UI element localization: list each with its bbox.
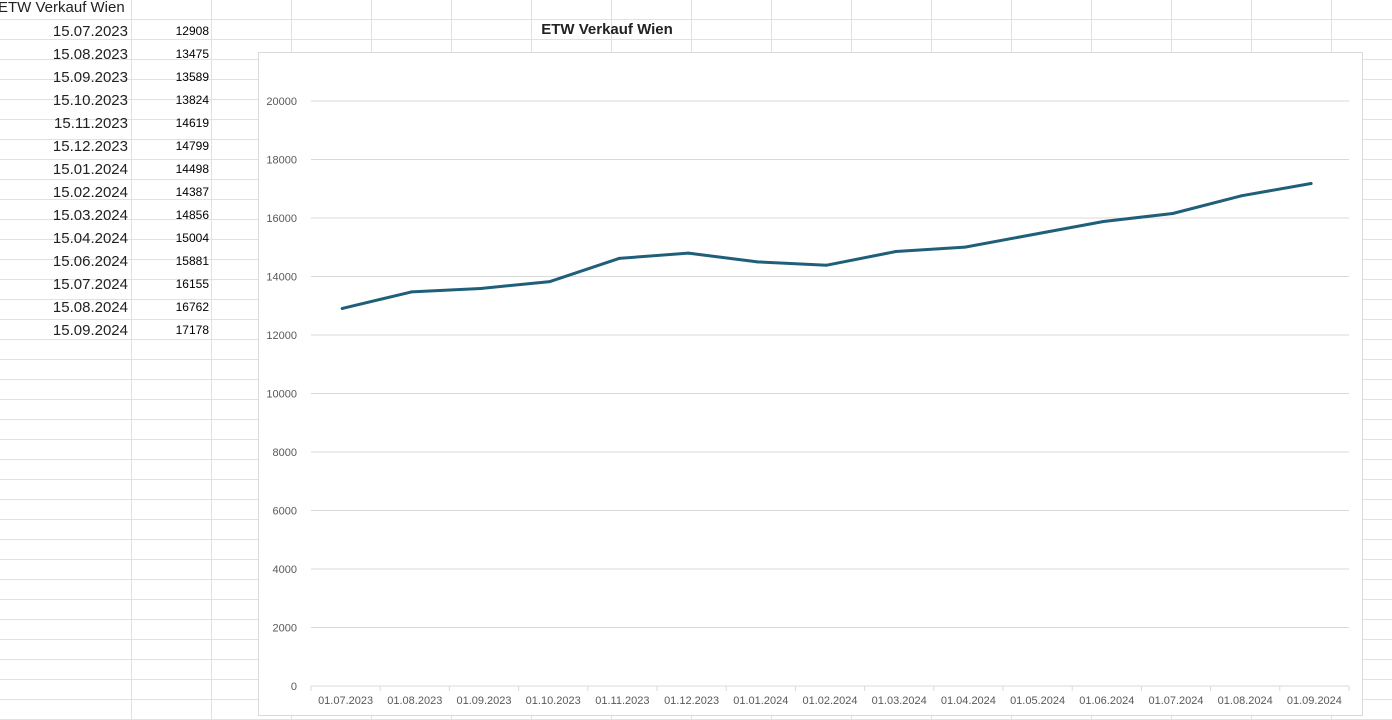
x-tick-label: 01.05.2024 xyxy=(1010,695,1065,707)
line-chart: 0 2000 4000 6000 8000 10000 12000 14000 16000 180… xyxy=(266,96,1350,707)
date-cell[interactable]: 15.12.2023 xyxy=(52,138,128,155)
y-tick-label: 8000 xyxy=(273,447,297,459)
x-tick-label: 01.10.2023 xyxy=(526,695,581,707)
y-tick-label: 4000 xyxy=(273,564,297,576)
x-tick-label: 01.04.2024 xyxy=(941,695,996,707)
x-tick-label: 01.07.2024 xyxy=(1148,695,1203,707)
x-tick-label: 01.03.2024 xyxy=(872,695,927,707)
value-cell[interactable]: 17178 xyxy=(175,323,209,337)
data-point xyxy=(548,280,552,284)
data-point xyxy=(479,287,483,291)
y-tick-label: 12000 xyxy=(266,330,297,342)
value-cell[interactable]: 15881 xyxy=(175,254,209,268)
date-cell[interactable]: 15.04.2024 xyxy=(52,230,128,247)
date-cell[interactable]: 15.01.2024 xyxy=(52,161,128,178)
date-cell[interactable]: 15.07.2023 xyxy=(52,23,128,40)
y-tick-label: 18000 xyxy=(266,155,297,167)
date-cell[interactable]: 15.02.2024 xyxy=(52,184,128,201)
y-tick-label: 2000 xyxy=(273,623,297,635)
date-cell[interactable]: 15.06.2024 xyxy=(52,253,128,270)
date-cell[interactable]: 15.09.2023 xyxy=(52,69,128,86)
data-point xyxy=(1101,219,1105,223)
value-cell[interactable]: 14619 xyxy=(175,116,209,130)
data-point xyxy=(1240,194,1244,198)
value-cell[interactable]: 16762 xyxy=(175,300,209,314)
x-tick-label: 01.07.2023 xyxy=(318,695,373,707)
value-cell[interactable]: 14498 xyxy=(175,162,209,176)
value-cell[interactable]: 12908 xyxy=(175,24,209,38)
x-tick-label: 01.09.2024 xyxy=(1287,695,1342,707)
x-tick-label: 01.11.2023 xyxy=(595,695,649,707)
date-cell[interactable]: 15.08.2024 xyxy=(52,299,128,316)
y-tick-label: 10000 xyxy=(266,389,297,401)
x-tick-label: 01.08.2023 xyxy=(387,695,442,707)
data-point xyxy=(1309,182,1313,186)
date-cell[interactable]: 15.09.2024 xyxy=(52,322,128,339)
y-tick-label: 0 xyxy=(291,681,297,693)
y-tick-label: 20000 xyxy=(266,96,297,108)
date-cell[interactable]: 15.03.2024 xyxy=(52,207,128,224)
x-tick-label: 01.09.2023 xyxy=(456,695,511,707)
date-cell[interactable]: 15.11.2023 xyxy=(54,115,128,132)
value-cell[interactable]: 16155 xyxy=(175,277,209,291)
value-cell[interactable]: 14387 xyxy=(175,185,209,199)
x-tick-label: 01.06.2024 xyxy=(1079,695,1134,707)
data-point xyxy=(686,251,690,255)
value-cell[interactable]: 13589 xyxy=(175,70,209,84)
data-point xyxy=(409,290,413,294)
data-point xyxy=(963,245,967,249)
data-point xyxy=(894,249,898,253)
data-point xyxy=(825,263,829,267)
value-cell[interactable]: 14799 xyxy=(175,139,209,153)
data-point xyxy=(617,256,621,260)
date-cell[interactable]: 15.08.2023 xyxy=(52,46,128,63)
y-tick-label: 16000 xyxy=(266,213,297,225)
header-cell[interactable]: ETW Verkauf Wien xyxy=(0,0,125,16)
x-tick-label: 01.02.2024 xyxy=(802,695,857,707)
value-cell[interactable]: 15004 xyxy=(175,231,209,245)
y-tick-label: 14000 xyxy=(266,272,297,284)
y-tick-label: 6000 xyxy=(273,506,297,518)
date-cell[interactable]: 15.10.2023 xyxy=(52,92,128,109)
data-point xyxy=(1171,211,1175,215)
x-tick-label: 01.12.2023 xyxy=(664,695,719,707)
x-tick-label: 01.08.2024 xyxy=(1218,695,1273,707)
x-tick-label: 01.01.2024 xyxy=(733,695,788,707)
value-cell[interactable]: 13475 xyxy=(175,47,209,61)
data-point xyxy=(340,306,344,310)
value-cell[interactable]: 14856 xyxy=(175,208,209,222)
series-line xyxy=(340,182,1313,310)
chart-title[interactable]: ETW Verkauf Wien xyxy=(541,21,673,38)
chart-area[interactable]: 0 2000 4000 6000 8000 10000 12000 14000 16000 180… xyxy=(258,52,1363,716)
value-cell[interactable]: 13824 xyxy=(175,93,209,107)
data-point xyxy=(755,260,759,264)
date-cell[interactable]: 15.07.2024 xyxy=(52,276,128,293)
